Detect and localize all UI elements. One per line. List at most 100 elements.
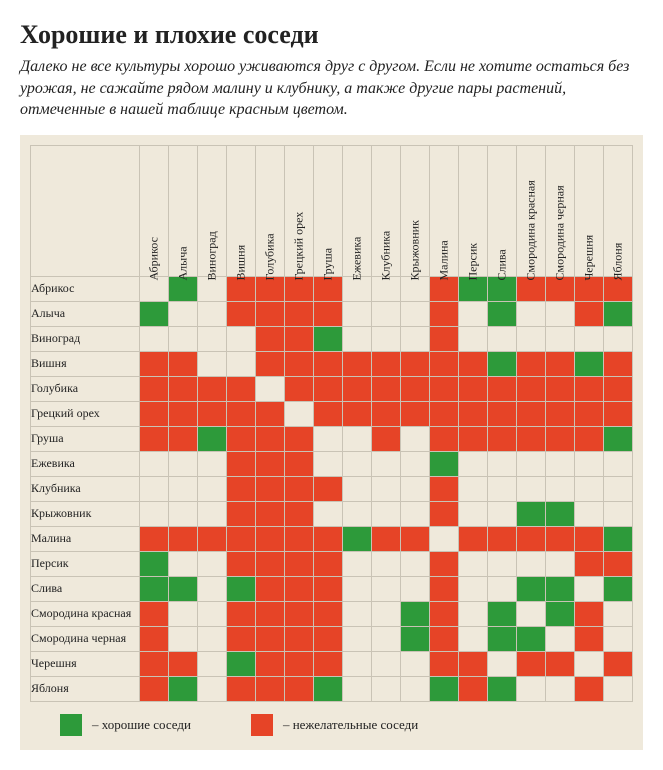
matrix-cell — [604, 451, 633, 476]
col-header: Малина — [430, 145, 459, 276]
matrix-cell — [372, 576, 401, 601]
col-header: Грецкий орех — [285, 145, 314, 276]
matrix-cell — [343, 626, 372, 651]
matrix-cell — [198, 576, 227, 601]
matrix-cell — [169, 476, 198, 501]
col-header: Слива — [488, 145, 517, 276]
matrix-cell — [285, 501, 314, 526]
title-good: Хорошие — [20, 20, 127, 49]
matrix-cell — [575, 676, 604, 701]
matrix-cell — [488, 551, 517, 576]
matrix-cell — [430, 601, 459, 626]
title-tail: соседи — [236, 20, 318, 49]
matrix-cell — [401, 376, 430, 401]
matrix-cell — [285, 476, 314, 501]
matrix-cell — [401, 426, 430, 451]
matrix-cell — [314, 376, 343, 401]
matrix-cell — [256, 351, 285, 376]
matrix-cell — [256, 401, 285, 426]
matrix-cell — [169, 576, 198, 601]
col-header: Ежевика — [343, 145, 372, 276]
matrix-cell — [546, 651, 575, 676]
matrix-cell — [343, 476, 372, 501]
legend-good-swatch — [60, 714, 82, 736]
matrix-cell — [256, 326, 285, 351]
row-header: Крыжовник — [31, 501, 140, 526]
matrix-cell — [401, 576, 430, 601]
matrix-cell — [459, 351, 488, 376]
matrix-cell — [459, 576, 488, 601]
matrix-cell — [140, 451, 169, 476]
col-header: Вишня — [227, 145, 256, 276]
matrix-cell — [546, 376, 575, 401]
legend-bad: – нежелательные соседи — [251, 714, 418, 736]
matrix-cell — [198, 401, 227, 426]
legend-bad-swatch — [251, 714, 273, 736]
matrix-cell — [488, 601, 517, 626]
matrix-cell — [169, 376, 198, 401]
matrix-cell — [575, 326, 604, 351]
matrix-cell — [198, 301, 227, 326]
matrix-cell — [314, 301, 343, 326]
matrix-cell — [430, 576, 459, 601]
matrix-cell — [227, 476, 256, 501]
matrix-cell — [314, 326, 343, 351]
matrix-cell — [459, 651, 488, 676]
matrix-cell — [227, 651, 256, 676]
matrix-cell — [459, 676, 488, 701]
matrix-cell — [140, 526, 169, 551]
matrix-cell — [459, 501, 488, 526]
matrix-cell — [372, 501, 401, 526]
matrix-cell — [517, 451, 546, 476]
matrix-cell — [488, 326, 517, 351]
matrix-cell — [140, 476, 169, 501]
row-header: Виноград — [31, 326, 140, 351]
matrix-cell — [285, 301, 314, 326]
matrix-cell — [488, 351, 517, 376]
matrix-cell — [575, 626, 604, 651]
matrix-cell — [546, 326, 575, 351]
matrix-cell — [169, 401, 198, 426]
row-header: Слива — [31, 576, 140, 601]
matrix-cell — [488, 301, 517, 326]
matrix-cell — [198, 351, 227, 376]
matrix-cell — [488, 451, 517, 476]
matrix-cell — [256, 551, 285, 576]
matrix-cell — [517, 576, 546, 601]
matrix-cell — [575, 651, 604, 676]
matrix-cell — [314, 401, 343, 426]
matrix-cell — [314, 626, 343, 651]
matrix-cell — [604, 551, 633, 576]
matrix-cell — [546, 501, 575, 526]
col-header: Груша — [314, 145, 343, 276]
matrix-cell — [401, 676, 430, 701]
matrix-cell — [401, 451, 430, 476]
row-header: Клубника — [31, 476, 140, 501]
corner-cell — [31, 145, 140, 276]
matrix-cell — [227, 551, 256, 576]
matrix-cell — [343, 526, 372, 551]
matrix-cell — [401, 601, 430, 626]
matrix-cell — [140, 301, 169, 326]
matrix-cell — [256, 426, 285, 451]
matrix-cell — [285, 676, 314, 701]
matrix-cell — [140, 626, 169, 651]
matrix-cell — [372, 426, 401, 451]
matrix-cell — [227, 576, 256, 601]
matrix-cell — [459, 301, 488, 326]
matrix-cell — [372, 451, 401, 476]
matrix-cell — [517, 651, 546, 676]
matrix-cell — [546, 351, 575, 376]
matrix-cell — [227, 376, 256, 401]
matrix-cell — [488, 501, 517, 526]
matrix-cell — [459, 401, 488, 426]
matrix-cell — [169, 601, 198, 626]
matrix-cell — [517, 601, 546, 626]
matrix-cell — [401, 401, 430, 426]
row-header: Яблоня — [31, 676, 140, 701]
matrix-cell — [372, 676, 401, 701]
matrix-cell — [169, 651, 198, 676]
matrix-cell — [459, 426, 488, 451]
matrix-cell — [604, 526, 633, 551]
matrix-cell — [343, 651, 372, 676]
